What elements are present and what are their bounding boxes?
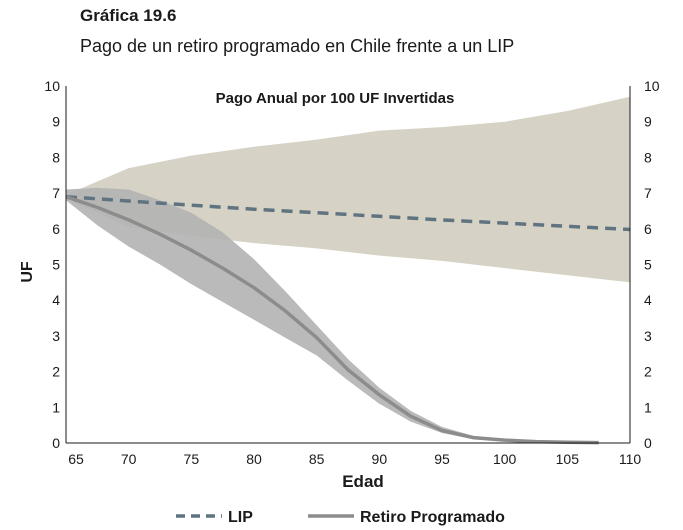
y-tick-label-right: 9 <box>644 114 652 130</box>
y-tick-label-right: 6 <box>644 221 652 237</box>
y-tick-label-right: 8 <box>644 149 652 165</box>
x-tick-label: 70 <box>121 451 137 467</box>
band-retiro-programado <box>66 187 599 443</box>
y-tick-label-right: 4 <box>644 292 652 308</box>
y-tick-label-left: 0 <box>52 435 60 451</box>
y-tick-label-left: 5 <box>52 257 60 273</box>
y-tick-label-right: 5 <box>644 257 652 273</box>
legend-label-lip: LIP <box>228 509 253 526</box>
y-axis-label: UF <box>19 261 36 283</box>
axes-layer <box>65 86 631 444</box>
y-tick-label-right: 3 <box>644 328 652 344</box>
x-tick-label: 95 <box>434 451 450 467</box>
y-tick-label-right: 7 <box>644 185 652 201</box>
y-tick-label-right: 0 <box>644 435 652 451</box>
chart-annotation: Pago Anual por 100 UF Invertidas <box>216 90 455 107</box>
x-axis-label: Edad <box>342 472 384 491</box>
x-tick-label: 65 <box>68 451 84 467</box>
x-tick-label: 85 <box>309 451 325 467</box>
lines-layer <box>65 194 631 445</box>
series-line-retiro-programado <box>65 195 599 445</box>
y-tick-label-right: 2 <box>644 364 652 380</box>
x-tick-label: 80 <box>246 451 262 467</box>
x-tick-label: 90 <box>372 451 388 467</box>
y-tick-label-left: 1 <box>52 399 60 415</box>
x-tick-label: 105 <box>556 451 580 467</box>
y-tick-label-left: 4 <box>52 292 60 308</box>
y-tick-label-right: 10 <box>644 78 660 94</box>
y-tick-label-left: 6 <box>52 221 60 237</box>
y-tick-label-left: 8 <box>52 149 60 165</box>
y-tick-label-left: 3 <box>52 328 60 344</box>
series-line-lip <box>65 194 631 232</box>
y-tick-label-left: 10 <box>44 78 60 94</box>
ticks-layer: 0 0 1 1 2 2 3 3 4 4 5 5 6 6 7 7 8 8 9 9 10 10 65 70 75 80 85 90 95 10… <box>44 78 659 467</box>
figure-title: Pago de un retiro programado en Chile fr… <box>80 36 515 56</box>
legend-label-retiro-programado: Retiro Programado <box>360 509 505 526</box>
x-tick-label: 75 <box>184 451 200 467</box>
figure-number: Gráfica 19.6 <box>80 6 177 25</box>
y-tick-label-right: 1 <box>644 399 652 415</box>
x-tick-label: 100 <box>493 451 517 467</box>
bands-layer <box>66 96 630 443</box>
y-tick-label-left: 7 <box>52 185 60 201</box>
x-tick-label: 110 <box>619 451 642 467</box>
y-tick-label-left: 2 <box>52 364 60 380</box>
legend: LIP Retiro Programado <box>176 509 505 526</box>
y-tick-label-left: 9 <box>52 114 60 130</box>
